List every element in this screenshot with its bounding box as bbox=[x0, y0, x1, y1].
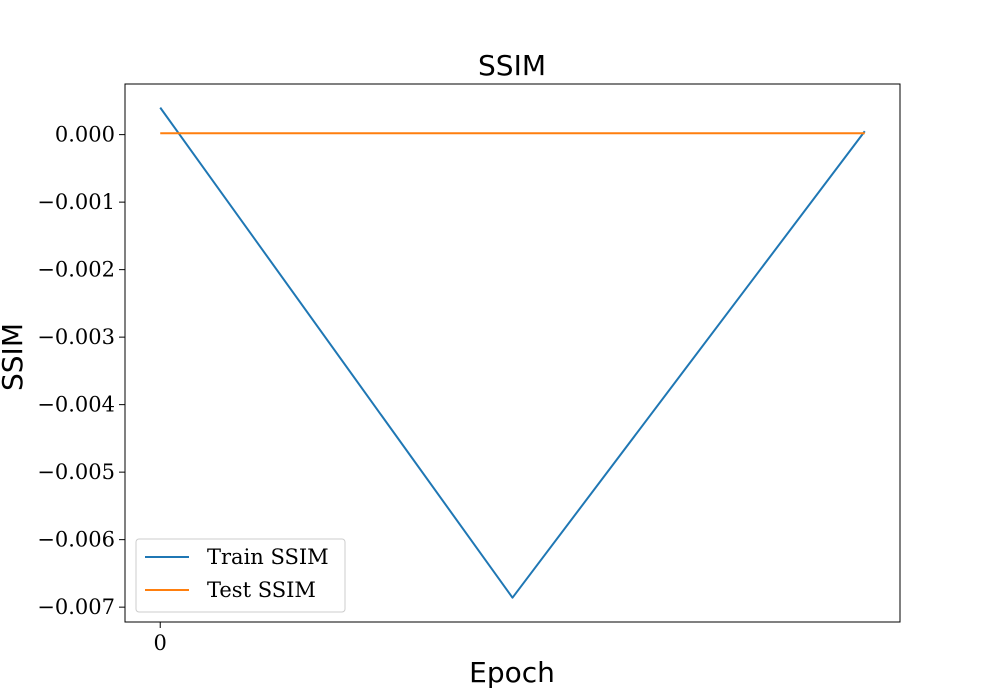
series-layer bbox=[159, 107, 866, 599]
y-axis-label: SSIM bbox=[0, 323, 29, 391]
x-axis: 0 bbox=[154, 622, 167, 655]
legend: Train SSIM Test SSIM bbox=[135, 538, 346, 613]
y-axis: 0.000 −0.001 −0.002 −0.003 −0.004 −0.005 −0.00… bbox=[37, 123, 125, 619]
chart-title: SSIM bbox=[478, 49, 546, 82]
x-axis-label: Epoch bbox=[469, 656, 555, 689]
y-tick-label: −0.001 bbox=[37, 190, 115, 214]
y-tick-label: −0.002 bbox=[37, 258, 115, 282]
y-tick-label: −0.007 bbox=[37, 595, 115, 619]
y-tick-label: −0.004 bbox=[37, 393, 115, 417]
x-tick-label: 0 bbox=[154, 631, 167, 655]
legend-label-test: Test SSIM bbox=[207, 578, 316, 602]
plot-area bbox=[124, 83, 901, 623]
legend-label-train: Train SSIM bbox=[207, 545, 329, 569]
y-tick-label: −0.005 bbox=[37, 460, 115, 484]
y-tick-label: −0.003 bbox=[37, 325, 115, 349]
train-ssim-line bbox=[159, 107, 866, 599]
y-tick-label: 0.000 bbox=[55, 123, 115, 147]
y-tick-label: −0.006 bbox=[37, 528, 115, 552]
